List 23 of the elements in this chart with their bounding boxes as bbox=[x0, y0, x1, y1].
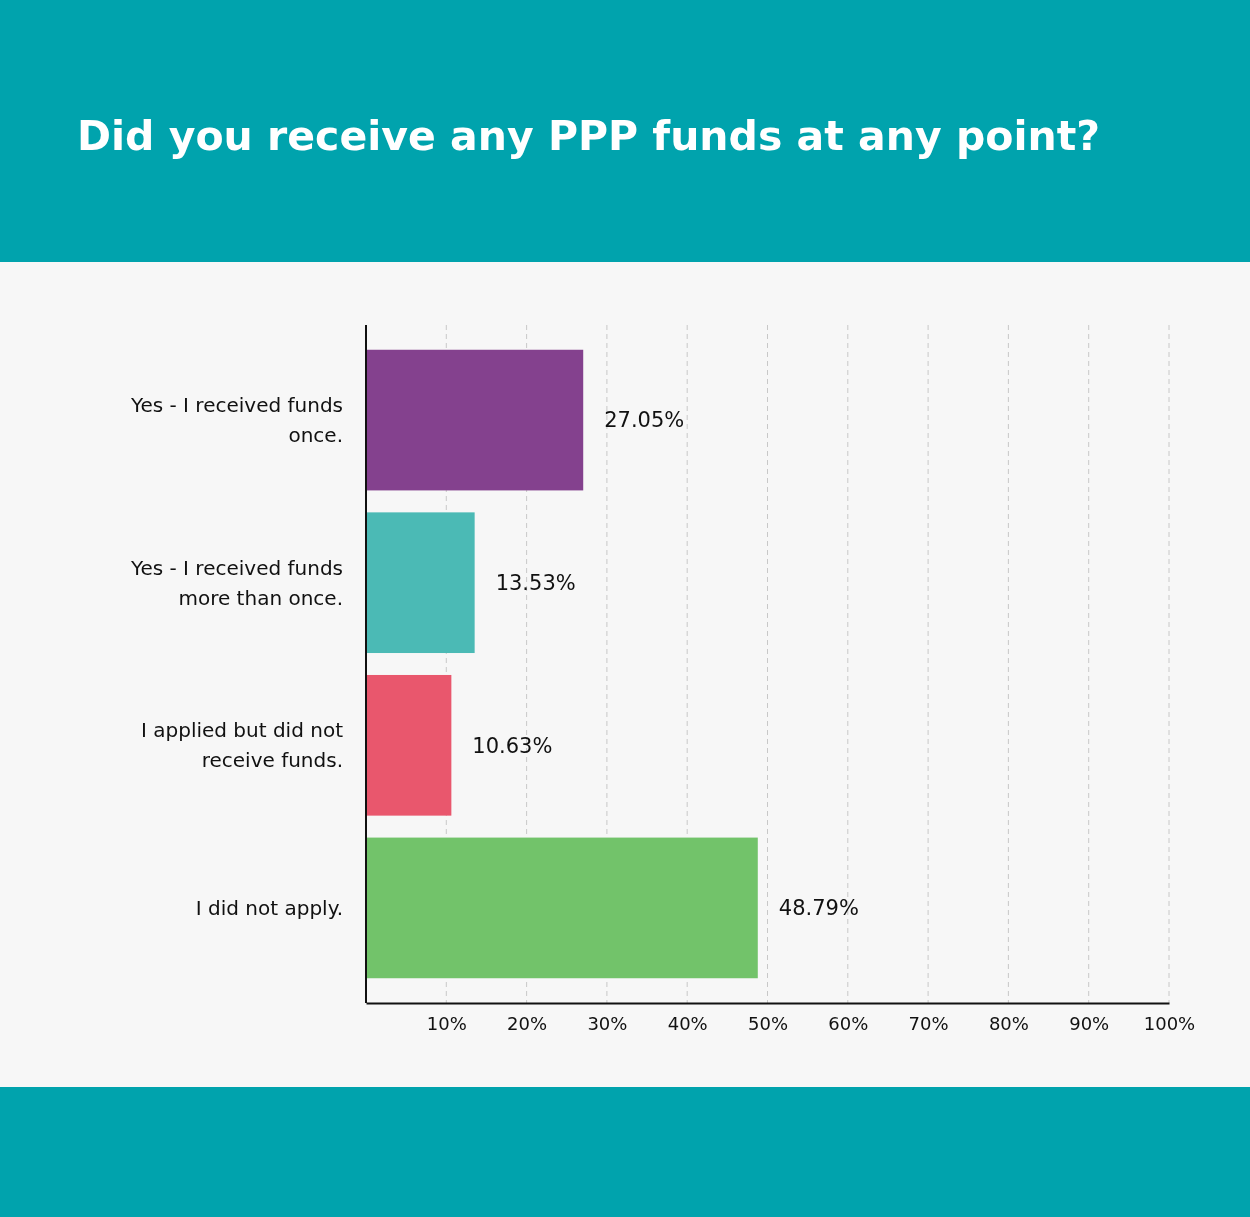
y-tick-label: I applied but did not receive funds. bbox=[140, 718, 344, 773]
x-tick-label: 40% bbox=[667, 1012, 708, 1034]
y-tick-label: I did not apply. bbox=[195, 895, 343, 920]
bar bbox=[366, 349, 584, 491]
x-tick-label: 20% bbox=[507, 1012, 548, 1034]
bar bbox=[366, 512, 475, 654]
x-tick-label: 50% bbox=[747, 1012, 789, 1034]
x-tick-label: 80% bbox=[988, 1012, 1029, 1034]
chart-title: Did you receive any PPP funds at any point? bbox=[77, 112, 1101, 160]
data-label: 48.79% bbox=[778, 896, 859, 921]
y-tick-label: Yes - I received funds more than once. bbox=[129, 555, 343, 610]
x-tick-label: 90% bbox=[1069, 1012, 1110, 1034]
bar bbox=[366, 837, 758, 979]
x-tick-label: 60% bbox=[828, 1012, 869, 1034]
data-label: 13.53% bbox=[495, 571, 576, 596]
bar bbox=[366, 674, 452, 816]
data-label: 10.63% bbox=[472, 733, 553, 758]
y-tick-label: Yes - I received funds once. bbox=[129, 393, 343, 448]
x-tick-label: 100% bbox=[1143, 1012, 1196, 1034]
x-tick-label: 70% bbox=[908, 1012, 949, 1034]
data-label: 27.05% bbox=[604, 408, 685, 433]
x-tick-label: 30% bbox=[587, 1012, 628, 1034]
x-tick-label: 10% bbox=[426, 1012, 467, 1034]
